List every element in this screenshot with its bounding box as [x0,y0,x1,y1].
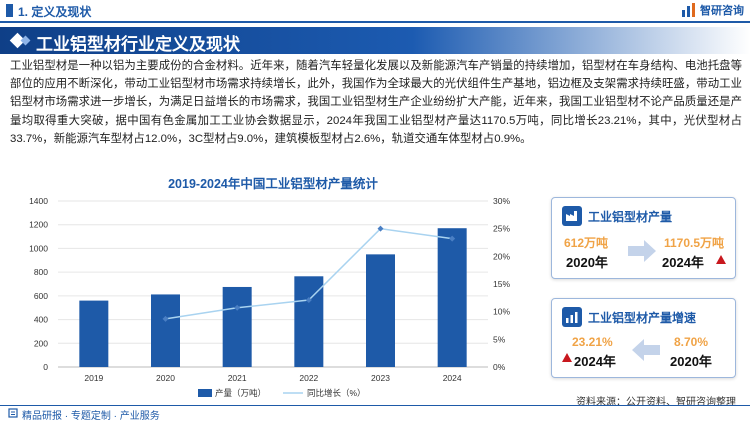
footer: 精品研报 · 专题定制 · 产业服务 [0,405,750,422]
y-left-tick-label: 400 [34,315,48,325]
y-left-tick-label: 1200 [29,220,48,230]
bar [437,228,467,367]
up-arrow-icon-2 [562,353,572,362]
x-tick-label: 2019 [84,373,103,383]
legend-line-label: 同比增长（%） [307,388,366,398]
logo: 智研咨询 [681,2,744,18]
growth-left-value: 23.21% [572,335,613,349]
page-title: 工业铝型材行业定义及现状 [36,35,240,54]
arrow-left-icon [632,339,660,361]
legend-bar-label: 产量（万吨） [215,388,266,398]
legend-bar-swatch [198,389,212,397]
bar [151,294,180,367]
growth-point [449,235,456,242]
y-left-tick-label: 1400 [29,196,48,206]
output-card: 工业铝型材产量 612万吨 2020年 1170.5万吨 2024年 [551,197,736,279]
factory-icon [562,206,582,226]
y-left-tick-label: 200 [34,338,48,348]
x-tick-label: 2023 [371,373,390,383]
y-left-tick-label: 800 [34,267,48,277]
x-tick-label: 2021 [228,373,247,383]
top-divider [0,21,750,23]
y-right-tick-label: 20% [493,251,510,261]
y-right-tick-label: 10% [493,307,510,317]
growth-card: 工业铝型材产量增速 23.21% 2024年 8.70% 2020年 [551,298,736,378]
growth-left-year: 2024年 [574,354,616,369]
output-from-year: 2020年 [566,255,608,270]
growth-card-header: 工业铝型材产量增速 [562,307,696,327]
growth-right-year: 2020年 [670,354,712,369]
output-card-title: 工业铝型材产量 [588,209,673,224]
x-tick-label: 2024 [443,373,462,383]
logo-text: 智研咨询 [700,5,744,17]
production-chart: 2019-2024年中国工业铝型材产量统计 0 200 400 600 800 1000 12… [29,176,510,398]
growth-card-title: 工业铝型材产量增速 [588,310,697,325]
output-to-value: 1170.5万吨 [664,236,725,250]
x-tick-label: 2022 [299,373,318,383]
y-left-tick-label: 0 [43,362,48,372]
x-tick-label: 2020 [156,373,175,383]
chart-title: 2019-2024年中国工业铝型材产量统计 [168,176,378,191]
footer-text: 精品研报 · 专题定制 · 产业服务 [22,411,160,422]
y-right-tick-label: 0% [493,362,506,372]
y-left-tick-label: 1000 [29,243,48,253]
section-marker [6,4,13,17]
footer-divider [0,405,750,406]
growth-chart-icon [562,307,582,327]
section-label: 1. 定义及现状 [18,5,92,19]
growth-point [234,304,241,311]
logo-icon [682,3,695,17]
intro-paragraph: 工业铝型材是一种以铝为主要成份的合金材料。近年来，随着汽车轻量化发展以及新能源汽… [10,60,742,145]
up-arrow-icon [716,255,726,264]
y-right-tick-label: 15% [493,279,510,289]
diamond-small-icon [20,35,31,46]
y-left-tick-label: 600 [34,291,48,301]
arrow-right-icon [628,240,656,262]
growth-right-value: 8.70% [674,335,709,349]
growth-point [162,315,169,322]
output-from-value: 612万吨 [564,236,609,250]
title-band: 工业铝型材行业定义及现状 [0,27,750,54]
output-card-header: 工业铝型材产量 [562,206,672,226]
growth-point [377,225,384,232]
growth-point [305,297,312,304]
source-note: 资料来源：公开资料、智研咨询整理 [576,397,736,408]
y-right-tick-label: 25% [493,224,510,234]
top-bar: 1. 定义及现状 智研咨询 [0,0,750,22]
bar [79,300,109,367]
y-right-tick-label: 30% [493,196,510,206]
bar [366,254,395,367]
output-to-year: 2024年 [662,255,704,270]
report-icon [8,408,18,418]
y-right-tick-label: 5% [493,334,506,344]
bar [222,286,252,367]
